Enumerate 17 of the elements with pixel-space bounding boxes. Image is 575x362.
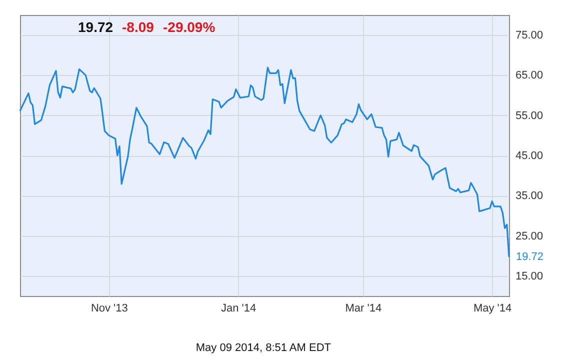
annotation: -8.09 — [122, 19, 154, 35]
x-tick-label: Nov '13 — [90, 302, 128, 314]
x-tick-label: Jan '14 — [220, 302, 256, 314]
line-series — [19, 66, 510, 258]
annotation: 19.72 — [78, 19, 114, 35]
annotation: -29.09% — [163, 19, 216, 35]
x-tick-label: Mar '14 — [345, 302, 382, 314]
y-tick-label: 15.00 — [516, 270, 544, 282]
y-tick-label: 35.00 — [516, 190, 544, 202]
y-tick-label: 65.00 — [516, 70, 544, 82]
annotation: 19.72 — [516, 250, 544, 263]
text: May 09 2014, 8:51 AM EDT — [196, 342, 332, 354]
y-tick-label: 45.00 — [516, 150, 544, 162]
y-tick-label: 25.00 — [516, 230, 544, 242]
y-tick-label: 55.00 — [516, 110, 544, 122]
y-tick-label: 75.00 — [516, 30, 544, 42]
x-tick-label: May '14 — [473, 302, 512, 314]
